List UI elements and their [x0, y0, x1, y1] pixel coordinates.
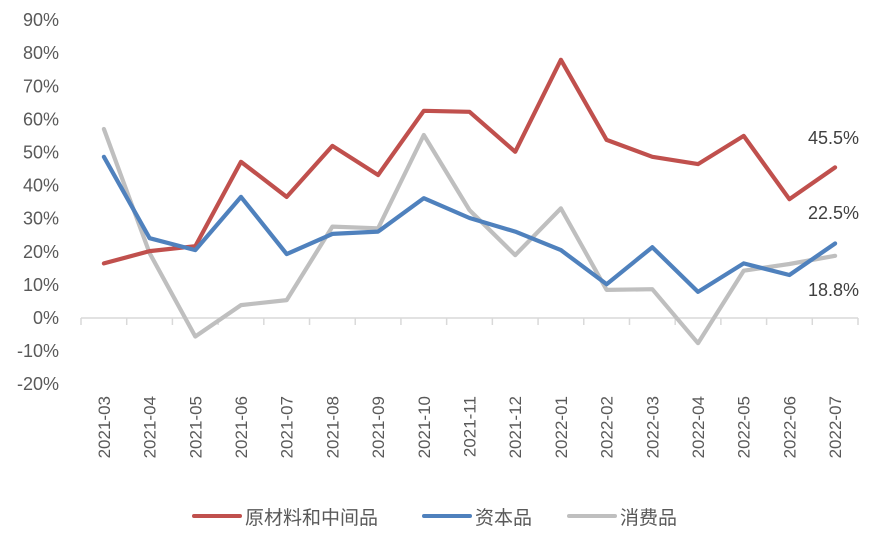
- y-tick-label: -10%: [17, 341, 59, 361]
- y-tick-label: 70%: [23, 76, 59, 96]
- y-tick-label: 20%: [23, 242, 59, 262]
- line-raw-materials: [101, 57, 838, 266]
- x-tick-label: 2022-02: [598, 396, 617, 458]
- y-tick-label: 30%: [23, 209, 59, 229]
- series-lines: [101, 57, 838, 346]
- x-tick-label: 2021-12: [506, 396, 525, 458]
- y-tick-label: 60%: [23, 109, 59, 129]
- chart-legend: 原材料和中间品 资本品 消费品: [0, 502, 882, 530]
- legend-item-raw-materials[interactable]: 原材料和中间品: [192, 502, 378, 530]
- legend-swatch-red: [192, 514, 242, 518]
- legend-swatch-gray: [567, 514, 617, 518]
- end-label-raw-materials: 45.5%: [808, 128, 859, 148]
- x-tick-label: 2021-11: [461, 396, 480, 457]
- x-axis: 2021-03 2021-04 2021-05 2021-06 2021-07 2021-…: [80, 317, 859, 458]
- legend-label: 原材料和中间品: [245, 506, 379, 529]
- x-tick-label: 2022-03: [643, 396, 662, 458]
- x-tick-label: 2022-07: [826, 396, 845, 458]
- x-tick-label: 2022-04: [689, 396, 708, 458]
- x-tick-label: 2021-06: [232, 396, 251, 458]
- y-tick-label: 40%: [23, 176, 59, 196]
- x-tick-label: 2022-06: [780, 396, 799, 458]
- y-tick-label: 90%: [23, 10, 59, 30]
- x-tick-label: 2022-01: [552, 396, 571, 458]
- x-tick-label: 2022-05: [735, 396, 754, 458]
- y-axis: 90% 80% 70% 60% 50% 40% 30% 20% 10% 0% -10% -20%: [17, 10, 59, 394]
- end-label-consumer-goods: 18.8%: [808, 280, 859, 300]
- line-capital-goods: [101, 154, 838, 294]
- y-tick-label: 10%: [23, 275, 59, 295]
- x-tick-label: 2021-05: [186, 396, 205, 458]
- x-tick-label: 2021-10: [415, 396, 434, 458]
- legend-swatch-blue: [422, 514, 472, 518]
- legend-item-consumer-goods[interactable]: 消费品: [567, 502, 677, 530]
- data-labels: 45.5% 22.5% 18.8%: [808, 128, 859, 300]
- y-tick-label: 0%: [33, 308, 59, 328]
- y-tick-label: 80%: [23, 43, 59, 63]
- line-consumer-goods: [101, 126, 838, 346]
- legend-label: 资本品: [475, 506, 533, 529]
- x-tick-label: 2021-09: [369, 396, 388, 458]
- legend-label: 消费品: [620, 506, 678, 529]
- x-tick-label: 2021-03: [95, 396, 114, 458]
- x-tick-label: 2021-07: [278, 396, 297, 458]
- x-tick-label: 2021-04: [141, 396, 160, 458]
- legend-item-capital-goods[interactable]: 资本品: [422, 502, 532, 530]
- end-label-capital-goods: 22.5%: [808, 203, 859, 223]
- y-tick-label: 50%: [23, 143, 59, 163]
- x-tick-label: 2021-08: [323, 396, 342, 458]
- y-tick-label: -20%: [17, 374, 59, 394]
